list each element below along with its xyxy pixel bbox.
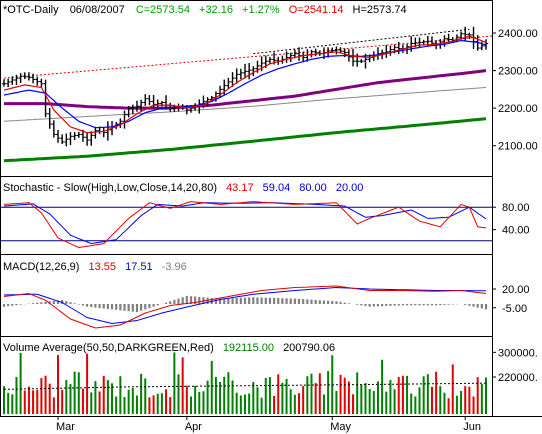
header-close: C=2573.54 — [136, 4, 190, 16]
stochastic-k-line — [3, 201, 487, 249]
header-change: +32.16 — [199, 4, 233, 16]
volume-title: Volume Average(50,50,DARKGREEN,Red) — [3, 342, 214, 354]
stochastic-k-value: 43.17 — [226, 182, 254, 194]
header-open: O=2541.14 — [289, 4, 344, 16]
header-high: H=2573.74 — [353, 4, 407, 16]
stochastic-plot — [0, 201, 492, 249]
x-axis-label: Apr — [185, 421, 202, 433]
price-y-tick-label: 2200.00 — [498, 103, 538, 115]
price-panel — [0, 0, 493, 177]
macd-value: 13.55 — [88, 261, 116, 273]
header-change-pct: +1.27% — [242, 4, 280, 16]
macd-signal-value: 17.51 — [125, 261, 153, 273]
x-axis-label: Jun — [463, 421, 481, 433]
price-long-ma-line — [3, 117, 487, 163]
volume-header: Volume Average(50,50,DARKGREEN,Red) 1921… — [3, 342, 335, 354]
stochastic-lower-value: 20.00 — [336, 182, 364, 194]
price-slow-ma-line — [4, 69, 487, 110]
x-axis-label: Mar — [56, 421, 75, 433]
macd-plot — [2, 285, 488, 329]
header-date: 06/08/2007 — [70, 4, 125, 16]
stochastic-header: Stochastic - Slow(High,Low,Close,14,20,8… — [3, 182, 363, 194]
header-row: *OTC-Daily 06/08/2007 C=2573.54 +32.16 +… — [3, 4, 407, 16]
x-axis-label: May — [330, 421, 351, 433]
volume-current-value: 192115.00 — [223, 342, 274, 354]
macd-line — [3, 285, 487, 329]
price-y-tick-label: 2300.00 — [498, 66, 538, 78]
macd-header: MACD(12,26,9) 13.55 17.51 -3.96 — [3, 261, 187, 273]
macd-title: MACD(12,26,9) — [3, 261, 79, 273]
price-y-tick-label: 2400.00 — [498, 28, 538, 40]
price-fast-ma-line — [3, 35, 487, 134]
macd-y-tick-label: -5.00 — [502, 303, 527, 315]
price-mid-ma-line — [3, 39, 487, 129]
stochastic-upper-value: 80.00 — [299, 182, 327, 194]
price-plot — [2, 26, 493, 163]
volume-avg-value: 200790.06 — [283, 342, 335, 354]
price-grey-ma-line — [3, 87, 487, 122]
macd-hist-value: -3.96 — [162, 261, 187, 273]
stochastic-y-tick-label: 40.00 — [502, 225, 530, 237]
stochastic-d-line — [3, 202, 487, 245]
stochastic-y-tick-label: 80.00 — [502, 202, 530, 214]
macd-y-tick-label: 20.00 — [502, 284, 530, 296]
header-symbol: *OTC-Daily — [3, 4, 59, 16]
volume-plot — [3, 352, 487, 414]
stochastic-d-value: 59.04 — [263, 182, 291, 194]
macd-signal-line — [3, 286, 487, 325]
axis-labels: 2400.00 2300.00 2200.00 2100.00 80.00 40.00 20… — [56, 28, 538, 433]
volume-y-tick-label: 300000. — [498, 347, 538, 359]
price-channel-line — [253, 28, 470, 55]
price-y-tick-label: 2100.00 — [498, 141, 538, 153]
stochastic-title: Stochastic - Slow(High,Low,Close,14,20,8… — [3, 182, 217, 194]
volume-y-tick-label: 220000. — [498, 372, 538, 384]
volume-average-line — [4, 382, 486, 390]
